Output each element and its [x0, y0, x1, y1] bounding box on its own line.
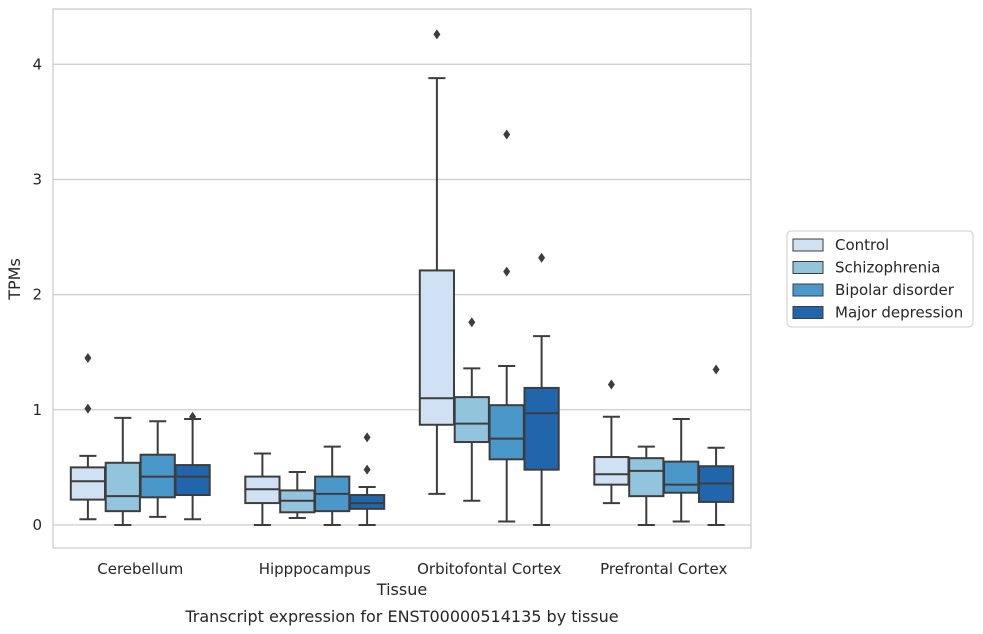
box-iqr: [104, 461, 141, 513]
legend-swatch: [792, 283, 824, 297]
box-iqr: [523, 386, 560, 471]
box-schizophrenia: [279, 470, 316, 520]
box-schizophrenia: [104, 416, 141, 526]
y-axis-label: TPMs: [5, 258, 24, 301]
box-bipolar-disorder: [488, 129, 525, 523]
outlier-point: [84, 403, 92, 414]
outlier-point: [503, 266, 511, 277]
y-tick-label: 1: [32, 401, 42, 419]
tick-layer: 0 1 2 3 4 Cerebellum Hipppocampus Orbitofontal …: [32, 55, 727, 578]
chart-caption: Transcript expression for ENST0000051413…: [184, 607, 618, 626]
legend-label: Major depression: [835, 304, 963, 322]
outlier-point: [433, 29, 441, 40]
x-tick-label: Cerebellum: [97, 560, 183, 578]
outlier-point: [503, 129, 511, 140]
box-iqr: [418, 269, 456, 426]
box-iqr: [348, 494, 386, 510]
box-control: [69, 352, 107, 521]
outlier-point: [189, 411, 197, 422]
box-control: [244, 452, 281, 526]
legend-label: Schizophrenia: [835, 259, 940, 277]
y-tick-label: 0: [32, 516, 42, 534]
x-tick-label: Hipppocampus: [259, 560, 371, 578]
box-major-depression: [697, 364, 735, 526]
legend-swatch: [792, 306, 824, 319]
box-iqr: [593, 456, 630, 486]
legend-label: Bipolar disorder: [835, 281, 955, 299]
x-axis-label: Tissue: [376, 580, 427, 599]
outlier-point: [712, 364, 720, 375]
box-bipolar-disorder: [314, 445, 351, 526]
box-major-depression: [348, 432, 386, 526]
grid-lines: [53, 63, 751, 526]
outlier-point: [84, 352, 92, 363]
box-schizophrenia: [628, 445, 665, 526]
outlier-point: [363, 464, 371, 475]
box-iqr: [628, 457, 665, 498]
box-control: [593, 379, 630, 505]
legend: Control Schizophrenia Bipolar disorder Majo…: [786, 230, 974, 328]
box-iqr: [663, 460, 700, 494]
x-tick-label: Orbitofontal Cortex: [417, 560, 561, 578]
box-layer: [69, 29, 735, 526]
box-major-depression: [174, 411, 211, 521]
legend-swatch: [792, 238, 824, 252]
plot-frame: [52, 8, 752, 549]
box-iqr: [174, 464, 211, 497]
outlier-point: [607, 379, 615, 390]
legend-label: Control: [835, 236, 889, 254]
box-bipolar-disorder: [139, 420, 176, 518]
box-iqr: [453, 396, 490, 444]
box-bipolar-disorder: [663, 418, 700, 523]
box-schizophrenia: [453, 317, 490, 502]
y-tick-label: 3: [32, 170, 42, 188]
box-major-depression: [523, 252, 560, 526]
box-iqr: [69, 466, 107, 501]
outlier-point: [538, 252, 546, 263]
box-control: [418, 29, 456, 495]
x-tick-label: Prefrontal Cortex: [600, 560, 727, 578]
outlier-point: [468, 317, 476, 328]
y-tick-label: 4: [32, 55, 42, 73]
box-iqr: [488, 404, 525, 461]
y-tick-label: 2: [32, 286, 42, 304]
legend-frame: [786, 230, 974, 328]
outlier-point: [363, 432, 371, 443]
legend-swatch: [792, 261, 824, 274]
